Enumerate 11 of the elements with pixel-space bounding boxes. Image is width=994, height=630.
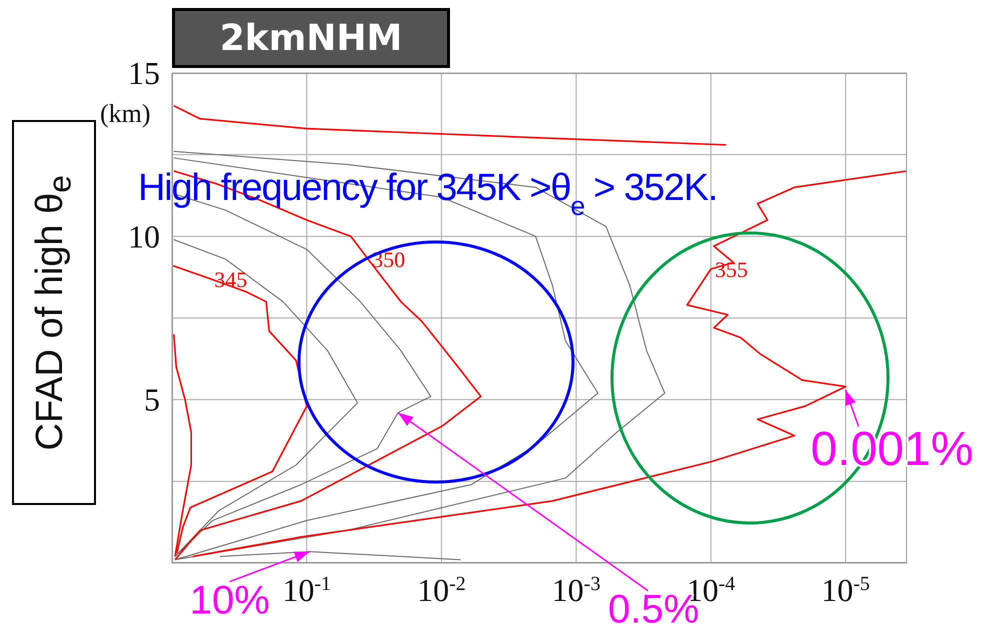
chart-title: 2kmNHM <box>220 18 402 58</box>
x-tick-label: 10$^{-1}$ <box>282 572 332 608</box>
y-tick-label: 5 <box>144 382 160 418</box>
x-tick-label: 10$^{-3}$ <box>552 572 600 608</box>
text: (km) <box>100 99 151 128</box>
y-tick-label: 15 <box>128 55 160 91</box>
y-tick-label: 10 <box>128 218 160 254</box>
annotation: 10% <box>190 578 270 623</box>
series-label: 345 <box>214 266 248 292</box>
x-tick-label: 10$^{-2}$ <box>417 572 466 608</box>
x-tick-label: 10$^{-5}$ <box>821 572 870 608</box>
